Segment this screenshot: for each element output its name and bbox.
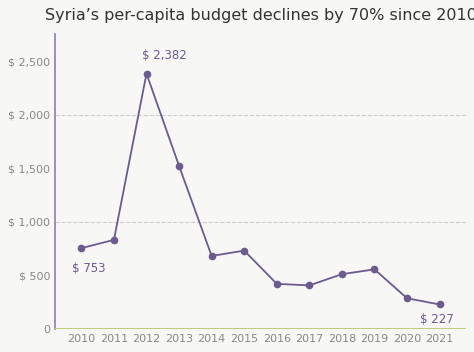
Text: $ 227: $ 227	[420, 313, 454, 326]
Text: $ 753: $ 753	[72, 262, 105, 275]
Text: $ 2,382: $ 2,382	[142, 49, 186, 62]
Title: Syria’s per-capita budget declines by 70% since 2010: Syria’s per-capita budget declines by 70…	[45, 8, 474, 23]
